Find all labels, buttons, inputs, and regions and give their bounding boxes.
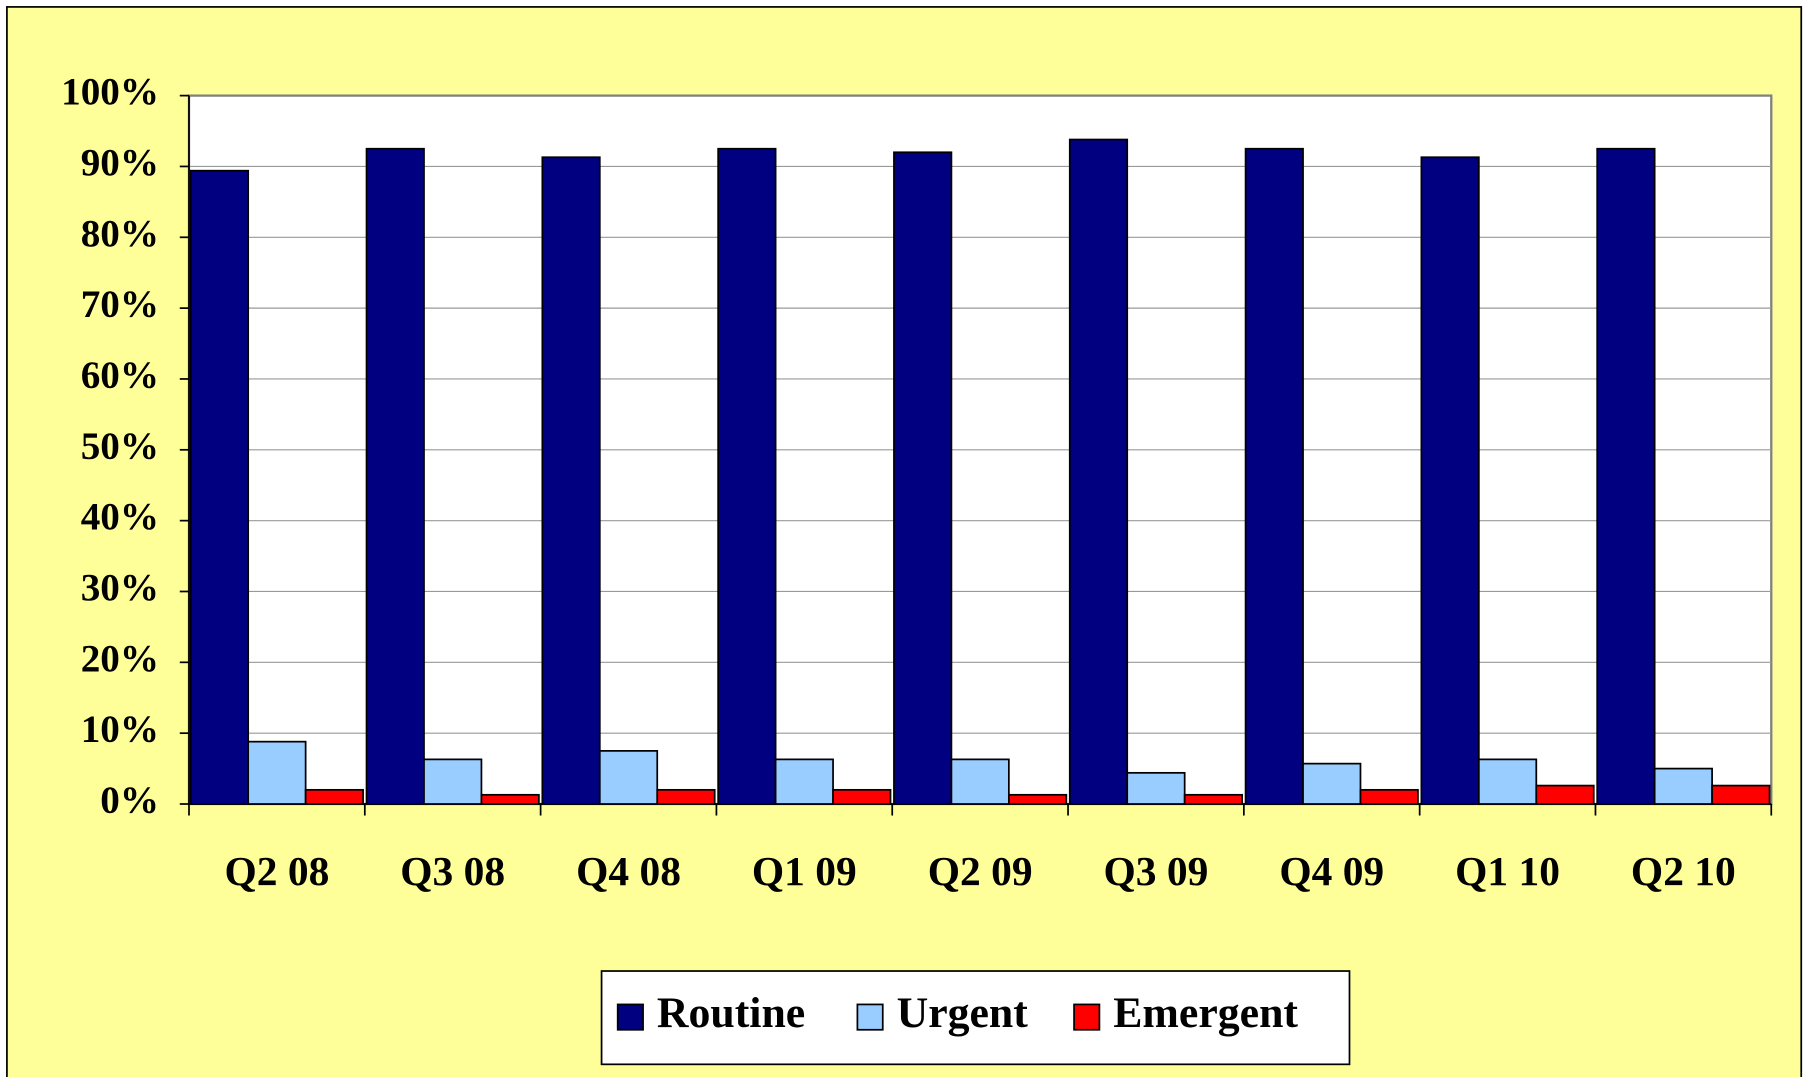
bar: [774, 758, 834, 805]
bar: [1183, 793, 1243, 805]
bar: [247, 740, 307, 805]
bar: [717, 147, 777, 805]
bar: [1477, 758, 1538, 805]
x-tick-label: Q3 08: [400, 848, 505, 894]
x-tick-label: Q4 09: [1279, 848, 1384, 894]
bar: [1359, 788, 1419, 805]
y-tick-label: 0%: [100, 779, 159, 822]
legend-label: Emergent: [1113, 989, 1298, 1037]
x-tick-label: Q2 08: [224, 848, 329, 894]
y-tick-label: 40%: [81, 496, 159, 539]
bar: [598, 750, 659, 805]
x-tick-label: Q2 09: [928, 848, 1033, 894]
bar: [480, 793, 540, 805]
bar: [189, 169, 250, 805]
legend-swatch: [856, 1003, 884, 1031]
y-tick-label: 60%: [81, 354, 159, 397]
bar: [1302, 762, 1362, 805]
x-tick-label: Q4 08: [576, 848, 681, 894]
y-tick-label: 80%: [81, 212, 159, 255]
bar: [304, 788, 364, 805]
bar: [1007, 793, 1068, 805]
legend-label: Urgent: [897, 989, 1029, 1037]
bar: [1126, 771, 1186, 805]
bar: [541, 156, 601, 805]
y-tick-label: 50%: [81, 425, 159, 468]
legend-swatch: [1073, 1003, 1101, 1031]
bar: [656, 788, 716, 805]
bar: [1068, 138, 1129, 805]
bar: [950, 758, 1010, 805]
bar: [1653, 767, 1713, 805]
y-tick-label: 70%: [81, 283, 159, 326]
x-tick-label: Q1 10: [1455, 848, 1560, 894]
y-tick-label: 20%: [81, 637, 159, 680]
y-tick-label: 100%: [61, 71, 159, 114]
y-tick-label: 10%: [81, 708, 159, 751]
x-tick-label: Q1 09: [752, 848, 857, 894]
bar: [1535, 784, 1595, 805]
bar: [423, 758, 483, 805]
bar: [832, 788, 892, 805]
bar: [1711, 784, 1771, 805]
bar: [365, 147, 425, 805]
y-tick-label: 30%: [81, 566, 159, 609]
bar: [1244, 147, 1304, 805]
y-tick-label: 90%: [81, 141, 159, 184]
legend-box: [600, 970, 1351, 1066]
legend-swatch: [616, 1003, 644, 1031]
bar: [1420, 156, 1480, 805]
bar: [1596, 147, 1656, 805]
legend-label: Routine: [657, 989, 805, 1037]
x-tick-label: Q2 10: [1631, 848, 1736, 894]
bar: [893, 151, 953, 805]
x-tick-label: Q3 09: [1104, 848, 1209, 894]
